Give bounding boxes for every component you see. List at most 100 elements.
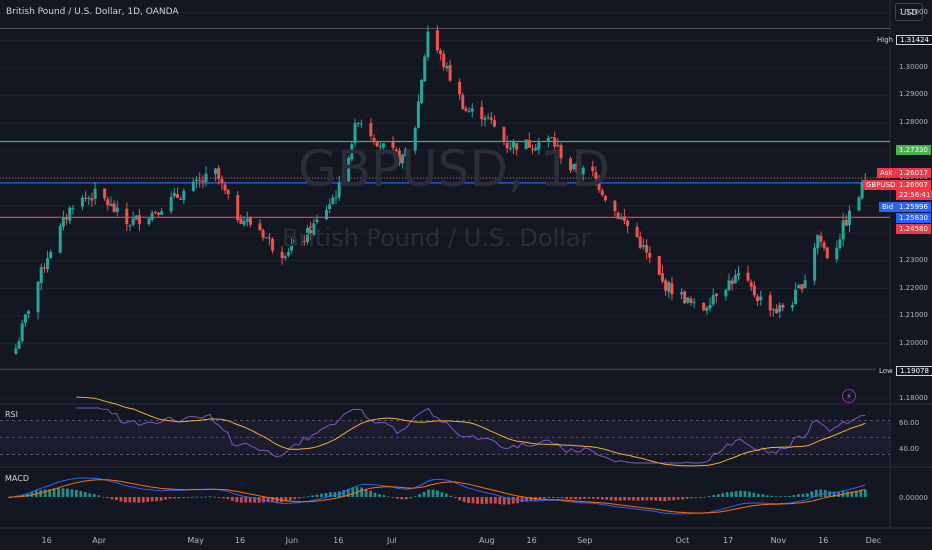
candle — [17, 337, 21, 350]
candle — [797, 283, 801, 289]
macd-histogram-bar — [306, 496, 310, 498]
macd-histogram-bar — [574, 497, 577, 500]
rsi-tick-40: 40.00 — [899, 445, 920, 453]
candle — [771, 307, 775, 317]
candle — [727, 273, 731, 292]
time-tick: 16 — [818, 536, 829, 545]
candle — [286, 248, 290, 258]
candle — [730, 277, 734, 291]
macd-histogram-bar — [155, 497, 159, 502]
candle — [112, 200, 116, 213]
candle — [65, 213, 69, 226]
candle — [860, 179, 864, 200]
macd-histogram-bar — [217, 497, 221, 498]
candle — [93, 182, 97, 205]
candle — [84, 191, 88, 202]
macd-histogram-bar — [712, 494, 716, 497]
candle — [683, 290, 687, 305]
macd-histogram-bar — [342, 490, 346, 497]
candle — [267, 233, 271, 246]
level-blue-value: 1.25830 — [896, 213, 931, 223]
candle — [714, 293, 718, 303]
macd-histogram-bar — [132, 497, 136, 503]
lightning-icon[interactable]: ⚡ — [842, 389, 856, 403]
candle — [176, 187, 180, 199]
macd-histogram-bar — [859, 490, 863, 497]
candle — [575, 155, 579, 179]
candle — [160, 208, 164, 215]
candle — [131, 211, 135, 227]
candle — [223, 181, 227, 195]
rsi-label[interactable]: RSI — [5, 410, 18, 419]
candle — [20, 320, 24, 344]
candle — [353, 118, 357, 148]
chart-title[interactable]: British Pound / U.S. Dollar, 1D, OANDA — [6, 7, 179, 17]
candle — [391, 136, 395, 153]
macd-histogram-bar — [788, 495, 791, 497]
candle — [505, 135, 509, 154]
macd-histogram-bar — [645, 497, 649, 501]
macd-histogram-bar — [698, 497, 702, 498]
macd-histogram-bar — [752, 492, 756, 497]
candle — [324, 205, 328, 221]
candle — [790, 301, 794, 312]
currency-button[interactable]: USD — [895, 3, 923, 21]
macd-histogram-bar — [828, 491, 832, 497]
ask-label: Ask — [877, 168, 896, 178]
candle — [204, 166, 208, 187]
candle — [245, 211, 249, 227]
candle — [515, 143, 519, 156]
macd-histogram-bar — [690, 497, 693, 499]
macd-histogram-bar — [627, 497, 631, 501]
macd-histogram-bar — [560, 497, 564, 499]
macd-label[interactable]: MACD — [5, 474, 29, 483]
candle — [220, 175, 224, 190]
candle — [413, 125, 417, 155]
candle — [71, 204, 75, 215]
candle — [435, 25, 439, 54]
candle — [280, 246, 284, 265]
candle — [125, 202, 129, 231]
price-tick: 1.18000 — [899, 393, 928, 402]
candle — [686, 297, 690, 305]
candle — [679, 288, 683, 300]
low-value: 1.19078 — [896, 366, 932, 376]
macd-histogram-bar — [676, 497, 680, 500]
candle — [813, 242, 817, 285]
candle — [711, 288, 715, 307]
candle — [737, 266, 741, 281]
candle — [426, 25, 430, 61]
candle — [401, 153, 405, 169]
candle — [553, 131, 557, 152]
macd-histogram-bar — [409, 497, 413, 499]
candle — [242, 216, 246, 227]
macd-histogram-bar — [658, 497, 662, 501]
macd-histogram-bar — [565, 497, 569, 499]
candle — [356, 121, 360, 128]
grid — [0, 0, 932, 529]
time-tick: Oct — [675, 536, 690, 545]
candle — [328, 198, 332, 214]
macd-histogram-bar — [467, 497, 471, 504]
macd-histogram-bar — [667, 497, 671, 501]
macd-histogram-bar — [302, 496, 306, 498]
macd-histogram-bar — [632, 497, 635, 501]
bid-label: Bid — [879, 202, 897, 212]
macd-histogram-bar — [520, 497, 524, 503]
candle — [844, 214, 848, 227]
macd-histogram-bar — [538, 497, 542, 500]
candle — [803, 274, 807, 289]
macd-histogram-bar — [226, 497, 230, 500]
macd-histogram-bar — [774, 496, 778, 498]
macd-histogram-bar — [404, 497, 408, 500]
macd-histogram-bar — [453, 497, 457, 499]
macd-histogram-bar — [556, 497, 560, 498]
candle — [749, 279, 753, 292]
macd-histogram-bar — [609, 497, 613, 501]
macd-histogram-bar — [61, 488, 65, 497]
macd-histogram-bar — [284, 497, 288, 502]
candle — [271, 237, 275, 254]
candle — [781, 302, 785, 312]
macd-histogram-bar — [222, 497, 225, 499]
